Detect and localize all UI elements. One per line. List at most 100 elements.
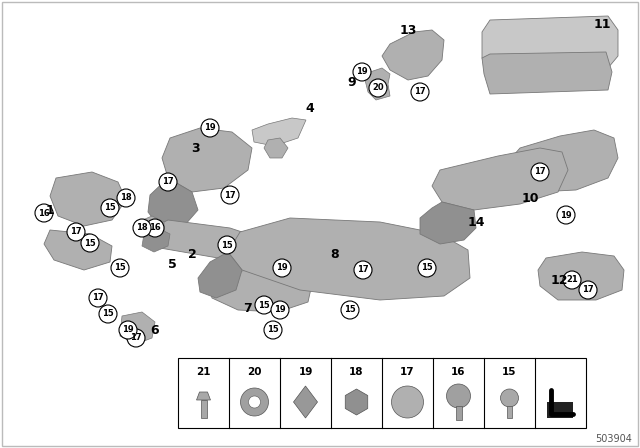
Text: 17: 17 [92, 293, 104, 302]
Text: 19: 19 [356, 68, 368, 77]
Text: 17: 17 [582, 285, 594, 294]
Polygon shape [264, 138, 288, 158]
Text: 1: 1 [45, 203, 54, 216]
Text: 15: 15 [84, 238, 96, 247]
Polygon shape [148, 220, 308, 268]
Text: 17: 17 [414, 87, 426, 96]
Circle shape [99, 305, 117, 323]
Text: 18: 18 [120, 194, 132, 202]
Text: 21: 21 [566, 276, 578, 284]
Text: 15: 15 [221, 241, 233, 250]
Polygon shape [50, 172, 126, 226]
Circle shape [81, 234, 99, 252]
Circle shape [369, 79, 387, 97]
Polygon shape [198, 252, 242, 298]
Text: 15: 15 [114, 263, 126, 272]
Polygon shape [44, 230, 112, 270]
Text: 17: 17 [224, 190, 236, 199]
Text: 19: 19 [298, 367, 313, 377]
Text: 8: 8 [331, 249, 339, 262]
Polygon shape [228, 218, 470, 300]
Circle shape [119, 321, 137, 339]
Circle shape [101, 199, 119, 217]
Circle shape [255, 296, 273, 314]
Text: 18: 18 [136, 224, 148, 233]
Circle shape [563, 271, 581, 289]
Circle shape [264, 321, 282, 339]
FancyBboxPatch shape [507, 406, 512, 418]
Text: 13: 13 [399, 23, 417, 36]
Text: 3: 3 [192, 142, 200, 155]
Text: 2: 2 [188, 249, 196, 262]
Polygon shape [538, 252, 624, 300]
Circle shape [67, 223, 85, 241]
Text: 10: 10 [521, 191, 539, 204]
Circle shape [111, 259, 129, 277]
Polygon shape [252, 118, 306, 146]
Circle shape [127, 329, 145, 347]
Circle shape [392, 386, 424, 418]
Text: 16: 16 [149, 224, 161, 233]
Polygon shape [482, 52, 612, 94]
Text: 17: 17 [534, 168, 546, 177]
Circle shape [557, 206, 575, 224]
Circle shape [117, 189, 135, 207]
Circle shape [201, 119, 219, 137]
Text: 19: 19 [204, 124, 216, 133]
Circle shape [248, 396, 260, 408]
Circle shape [353, 63, 371, 81]
Text: 20: 20 [372, 83, 384, 92]
Text: 14: 14 [467, 215, 484, 228]
Text: 16: 16 [451, 367, 466, 377]
Text: 9: 9 [348, 76, 356, 89]
Text: 11: 11 [593, 18, 611, 31]
Text: 12: 12 [550, 273, 568, 287]
Circle shape [218, 236, 236, 254]
Text: 20: 20 [247, 367, 262, 377]
Polygon shape [136, 216, 164, 240]
Circle shape [447, 384, 470, 408]
Circle shape [500, 389, 518, 407]
FancyBboxPatch shape [200, 400, 207, 418]
Circle shape [273, 259, 291, 277]
Circle shape [89, 289, 107, 307]
Text: 7: 7 [244, 302, 252, 314]
Circle shape [221, 186, 239, 204]
Polygon shape [382, 30, 444, 80]
Text: 17: 17 [357, 266, 369, 275]
Text: 5: 5 [168, 258, 177, 271]
Circle shape [341, 301, 359, 319]
Text: 21: 21 [196, 367, 211, 377]
Text: 15: 15 [267, 326, 279, 335]
FancyBboxPatch shape [456, 406, 461, 420]
FancyBboxPatch shape [178, 358, 586, 428]
Polygon shape [432, 148, 568, 210]
Circle shape [531, 163, 549, 181]
Text: 15: 15 [502, 367, 516, 377]
Text: 15: 15 [421, 263, 433, 272]
Text: 19: 19 [122, 326, 134, 335]
Polygon shape [345, 389, 368, 415]
Text: 17: 17 [400, 367, 415, 377]
Text: 15: 15 [102, 310, 114, 319]
Polygon shape [148, 178, 198, 228]
Polygon shape [547, 402, 573, 418]
Text: 4: 4 [306, 102, 314, 115]
Text: 17: 17 [130, 333, 142, 343]
Polygon shape [196, 392, 211, 400]
Polygon shape [506, 130, 618, 192]
Circle shape [411, 83, 429, 101]
Circle shape [579, 281, 597, 299]
Text: 19: 19 [276, 263, 288, 272]
Polygon shape [208, 268, 312, 312]
Text: 503904: 503904 [595, 434, 632, 444]
Polygon shape [420, 202, 476, 244]
Text: 19: 19 [560, 211, 572, 220]
Circle shape [159, 173, 177, 191]
Polygon shape [162, 128, 252, 192]
Polygon shape [482, 16, 618, 72]
Text: 18: 18 [349, 367, 364, 377]
Text: 16: 16 [38, 208, 50, 217]
Circle shape [35, 204, 53, 222]
Text: 15: 15 [344, 306, 356, 314]
